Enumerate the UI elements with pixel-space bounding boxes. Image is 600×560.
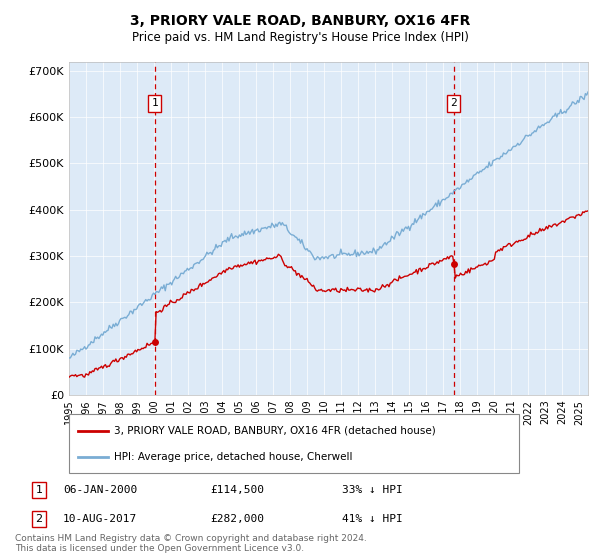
Text: 10-AUG-2017: 10-AUG-2017: [63, 514, 137, 524]
Text: Contains HM Land Registry data © Crown copyright and database right 2024.
This d: Contains HM Land Registry data © Crown c…: [15, 534, 367, 553]
Text: HPI: Average price, detached house, Cherwell: HPI: Average price, detached house, Cher…: [114, 452, 353, 462]
Text: 3, PRIORY VALE ROAD, BANBURY, OX16 4FR (detached house): 3, PRIORY VALE ROAD, BANBURY, OX16 4FR (…: [114, 426, 436, 436]
Text: Price paid vs. HM Land Registry's House Price Index (HPI): Price paid vs. HM Land Registry's House …: [131, 31, 469, 44]
Text: 2: 2: [35, 514, 43, 524]
Text: 3, PRIORY VALE ROAD, BANBURY, OX16 4FR: 3, PRIORY VALE ROAD, BANBURY, OX16 4FR: [130, 14, 470, 28]
Text: 1: 1: [151, 98, 158, 108]
Text: 33% ↓ HPI: 33% ↓ HPI: [342, 485, 403, 495]
Text: 1: 1: [35, 485, 43, 495]
Text: £114,500: £114,500: [210, 485, 264, 495]
Text: £282,000: £282,000: [210, 514, 264, 524]
Text: 06-JAN-2000: 06-JAN-2000: [63, 485, 137, 495]
Text: 41% ↓ HPI: 41% ↓ HPI: [342, 514, 403, 524]
Text: 2: 2: [451, 98, 457, 108]
